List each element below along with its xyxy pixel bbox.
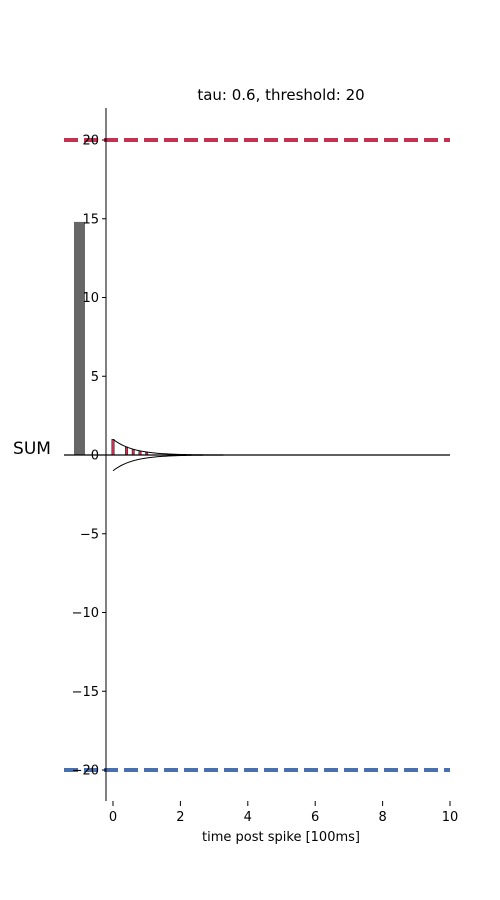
- x-tick-label: 6: [311, 810, 319, 825]
- y-tick-label: 10: [82, 291, 99, 306]
- y-tick-label: 0: [91, 449, 99, 464]
- y-tick-label: −5: [80, 527, 99, 542]
- sum-bar: [74, 221, 85, 455]
- decay-curve-upper: [112, 438, 450, 456]
- x-ticks: 0 2 4 6 8 10: [109, 801, 458, 825]
- x-tick-label: 2: [176, 810, 184, 825]
- chart-title: tau: 0.6, threshold: 20: [197, 86, 364, 104]
- decay-curve-lower: [112, 454, 450, 472]
- threshold-lines: [64, 138, 450, 772]
- x-tick-label: 0: [109, 810, 117, 825]
- y-tick-label: 5: [91, 370, 99, 385]
- x-tick-label: 4: [244, 810, 252, 825]
- spike-stem-2: [131, 449, 135, 456]
- y-tick-label: −15: [72, 685, 99, 700]
- y-ticks: −20 −15 −10 −5 0 5 10 15 20: [72, 134, 106, 779]
- spike-stem-1: [125, 446, 128, 456]
- x-axis-label: time post spike [100ms]: [202, 830, 360, 845]
- spike-stem-0: [111, 439, 115, 456]
- y-tick-label: −20: [72, 764, 99, 779]
- x-tick-label: 8: [378, 810, 386, 825]
- axes-layer: [64, 108, 450, 801]
- y-tick-label: 20: [82, 134, 99, 149]
- sum-bar-layer: [74, 221, 85, 455]
- sum-label: SUM: [13, 439, 51, 459]
- y-tick-label: 15: [82, 212, 99, 227]
- y-tick-label: −10: [72, 606, 99, 621]
- x-tick-label: 10: [442, 810, 459, 825]
